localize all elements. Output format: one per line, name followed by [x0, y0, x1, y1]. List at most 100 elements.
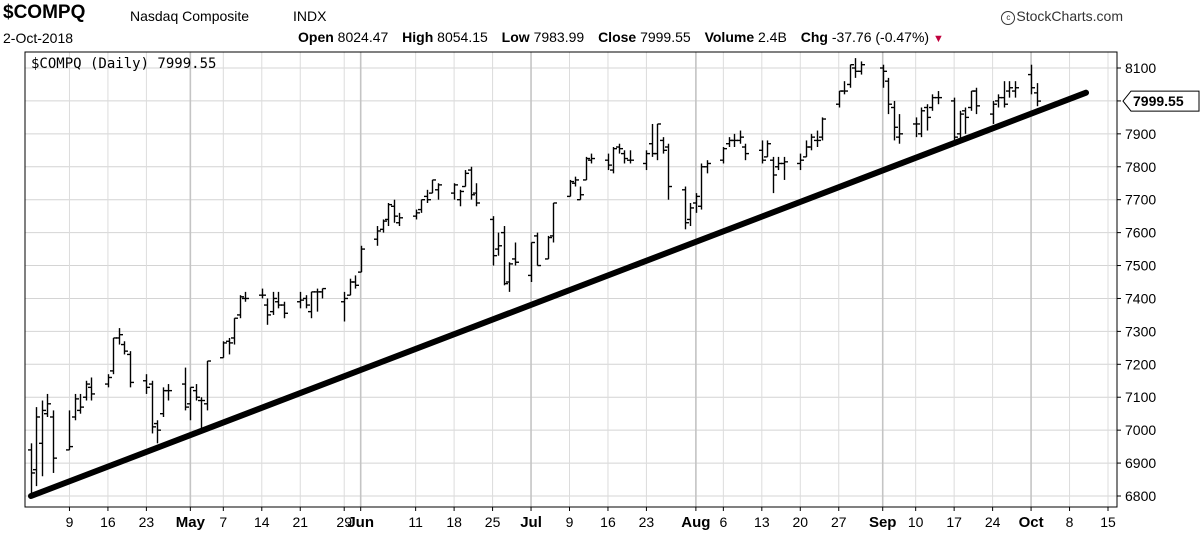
ohlc-bar	[226, 337, 233, 355]
ohlc-bar	[913, 117, 920, 138]
ohlc-bar	[275, 291, 282, 309]
ohlc-bar	[770, 156, 777, 194]
y-tick-label: 7400	[1125, 290, 1156, 306]
ohlc-bar	[495, 232, 502, 256]
trendline[interactable]	[28, 89, 1090, 499]
ohlc-bar	[396, 212, 403, 227]
y-tick-label: 7500	[1125, 258, 1156, 274]
ohlc-bar	[660, 137, 667, 154]
ohlc-bar	[468, 166, 475, 200]
ohlc-bar	[567, 179, 574, 198]
y-axis: 6800 6900 7000 7100 7200 7300 7400 7500 7600 7700…	[1117, 60, 1156, 504]
y-tick-label: 7700	[1125, 192, 1156, 208]
plot-frame	[24, 51, 1118, 508]
ohlc-bar	[1012, 81, 1019, 98]
ohlc-bar	[1028, 64, 1035, 95]
ohlc-bar	[182, 367, 189, 411]
ohlc-bar	[264, 298, 271, 325]
ohlc-bar	[545, 235, 552, 260]
x-tick-label: 27	[831, 514, 847, 530]
ohlc-bar	[149, 380, 156, 434]
close-value: 7999.55	[640, 29, 691, 45]
ohlc-bar	[127, 351, 134, 388]
ohlc-bar	[385, 202, 392, 227]
ohlc-bar	[918, 107, 925, 138]
ohlc-bar	[1006, 81, 1013, 98]
ohlc-bar	[418, 198, 425, 213]
ohlc-bar	[50, 410, 57, 473]
ohlc-bar	[490, 216, 497, 266]
ohlc-bar	[935, 91, 942, 105]
ohlc-bar	[687, 202, 694, 227]
ohlc-bar	[742, 143, 749, 161]
ohlc-bar	[616, 143, 623, 154]
ohlc-bar	[154, 420, 161, 444]
ohlc-bar	[654, 123, 661, 161]
ohlc-bar	[649, 123, 656, 157]
y-tick-label: 7200	[1125, 356, 1156, 372]
ohlc-bar	[391, 199, 398, 223]
ohlc-bar	[764, 140, 771, 158]
ohlc-bar	[627, 150, 634, 164]
ohlc-bar	[259, 288, 266, 299]
ohlc-bar	[352, 275, 359, 289]
ohlc-bar	[451, 183, 458, 200]
x-tick-label: 25	[485, 514, 501, 530]
y-tick-label: 7900	[1125, 126, 1156, 142]
x-tick-label: 29	[336, 514, 352, 530]
ohlc-bar	[270, 291, 277, 315]
ohlc-bar	[726, 137, 733, 148]
x-tick-label: 14	[254, 514, 270, 530]
ohlc-bar	[347, 278, 354, 296]
y-tick-label: 6800	[1125, 488, 1156, 504]
ohlc-bar	[808, 133, 815, 151]
ohlc-bar	[424, 189, 431, 203]
ohlc-bar	[281, 301, 288, 319]
change-label: Chg	[800, 29, 828, 45]
ohlc-bar	[577, 186, 584, 201]
ohlc-bar	[847, 64, 854, 88]
y-tick-label: 7800	[1125, 159, 1156, 175]
x-tick-label: Aug	[681, 514, 710, 531]
ohlc-bar	[819, 117, 826, 141]
high-value: 8054.15	[437, 29, 488, 45]
y-tick-label: 8100	[1125, 60, 1156, 76]
ohlc-bar	[28, 443, 35, 496]
x-tick-label: 13	[754, 514, 770, 530]
ohlc-bar	[759, 140, 766, 164]
x-tick-label: 23	[139, 514, 155, 530]
ohlc-bar	[435, 183, 442, 200]
ohlc-bar	[583, 156, 590, 181]
ohlc-bar	[841, 81, 848, 95]
ohlc-bar	[643, 150, 650, 171]
ohlc-bar	[682, 186, 689, 230]
ohlc-bar	[358, 245, 365, 273]
ohlc-bar	[781, 156, 788, 180]
brand-link[interactable]: c StockCharts.com	[1001, 8, 1123, 25]
ohlc-bar	[836, 90, 843, 108]
ohlc-bar	[572, 176, 579, 187]
ohlc-bar	[665, 143, 672, 200]
ohlc-bar	[737, 130, 744, 144]
x-tick-label: 21	[292, 514, 308, 530]
ohlc-bar	[231, 317, 238, 345]
ohlc-bar	[880, 64, 887, 88]
ohlc-bar	[66, 410, 73, 451]
ohlc-bar	[775, 156, 782, 171]
low-value: 7983.99	[533, 29, 585, 45]
change-value: -37.76 (-0.47%)	[831, 29, 930, 45]
x-tick-label: 7	[219, 514, 227, 530]
open-label: Open	[298, 29, 334, 45]
index-name: Nasdaq Composite	[130, 8, 250, 24]
x-tick-label: 20	[792, 514, 808, 530]
ohlc-bar	[39, 400, 46, 477]
x-tick-label: May	[176, 514, 206, 531]
ohlc-bar	[512, 242, 519, 266]
ohlc-bar	[720, 147, 727, 164]
ohlc-bar	[303, 295, 310, 309]
ohlc-bar	[413, 209, 420, 220]
down-arrow-icon: ▼	[932, 33, 944, 45]
ohlc-bar	[193, 384, 200, 401]
